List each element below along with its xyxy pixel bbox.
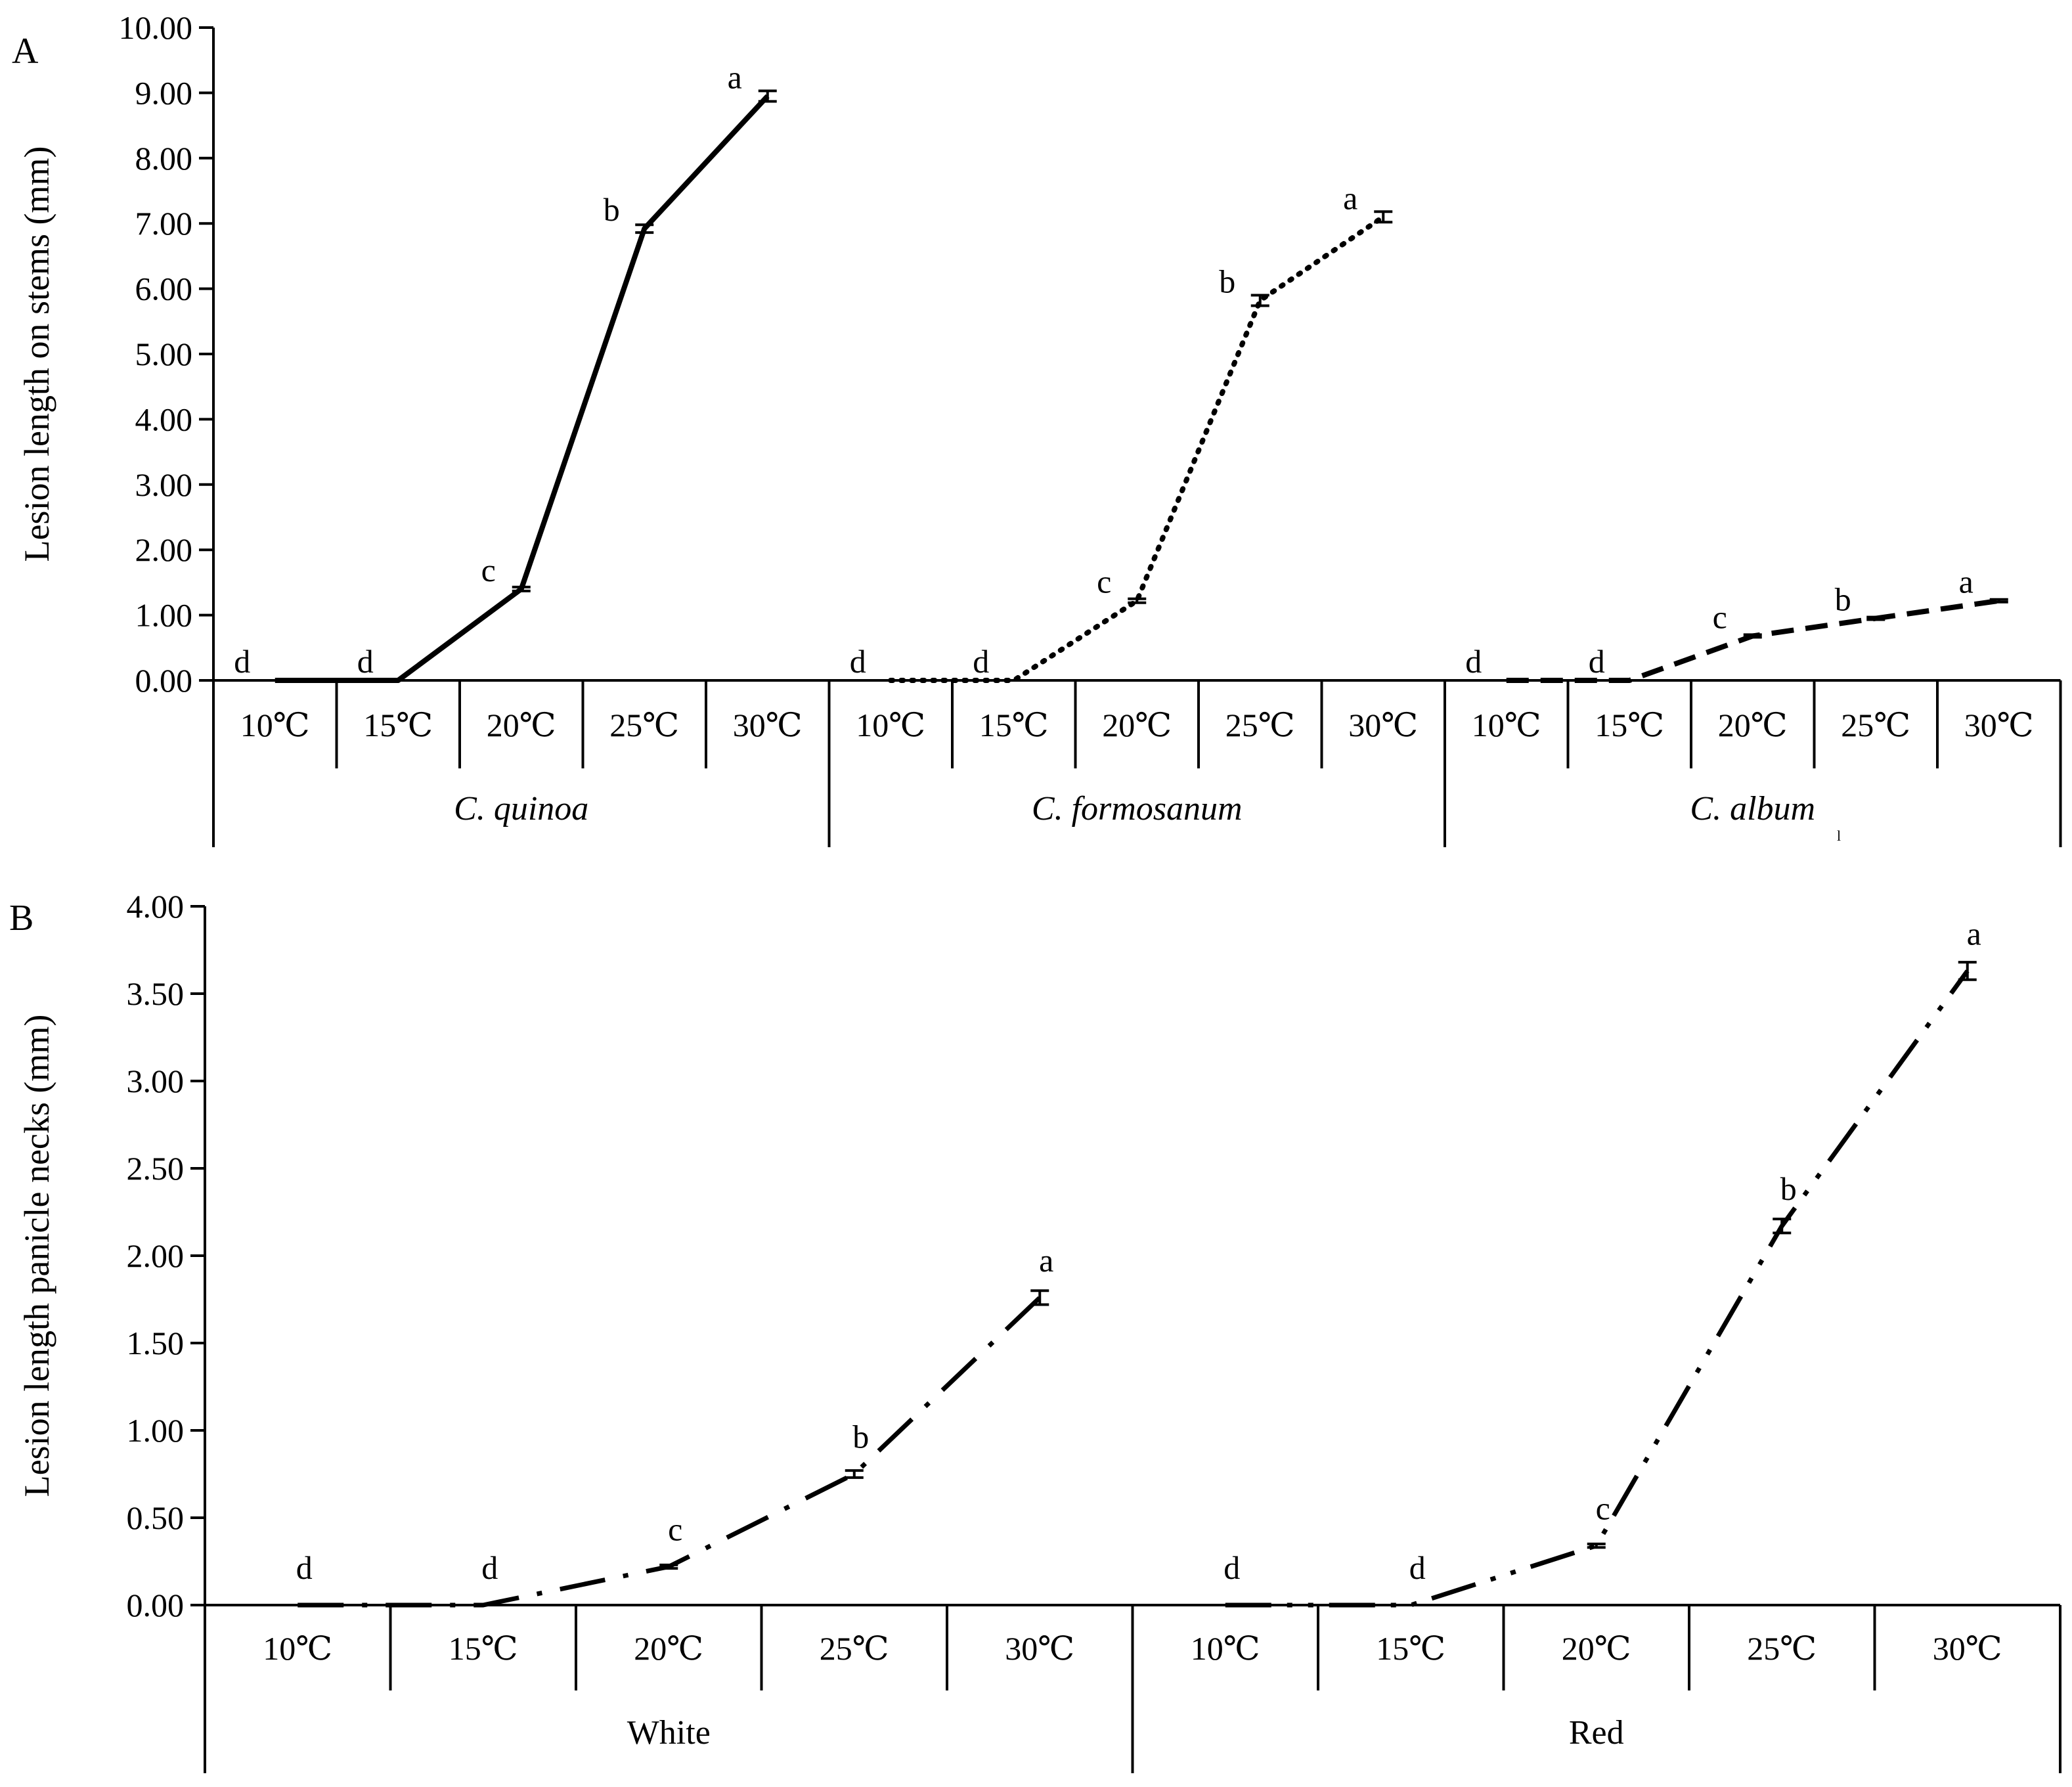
panel-b-chart: B 0.00 0.50 1.00 1.50 2.00 2.50 3.00 3.50 4.00 Les…: [9, 888, 2061, 1773]
y-tick-label: 2.50: [127, 1150, 185, 1187]
y-axis-title: Lesion length on stems (mm): [17, 146, 56, 562]
significance-letter: a: [728, 58, 742, 95]
x-tick-label: 20℃: [634, 1630, 703, 1667]
panel-label: B: [9, 898, 33, 938]
x-tick-label: 15℃: [1595, 707, 1664, 743]
x-tick-label: 15℃: [1376, 1630, 1445, 1667]
y-tick-label: 0.00: [135, 662, 193, 699]
x-tick-label: 10℃: [240, 707, 310, 743]
stray-mark: l: [1837, 827, 1841, 844]
panel-a-chart: A 0.00 1.00 2.00 3.00 4.00 5.00 6.00 7.00 8.00 9.0…: [12, 9, 2062, 847]
series-line-1: [275, 94, 770, 683]
y-tick-label: 0.00: [127, 1587, 185, 1623]
significance-letter: c: [1713, 598, 1727, 635]
y-tick-label: 0.50: [127, 1499, 185, 1536]
y-tick-label: 4.00: [135, 401, 193, 437]
significance-letter: b: [1219, 263, 1235, 299]
significance-letter: b: [1835, 581, 1851, 618]
x-tick-label: 10℃: [263, 1630, 332, 1667]
x-tick-label: 25℃: [1841, 707, 1910, 743]
group-label: C. album: [1690, 790, 1815, 827]
y-tick-label: 3.00: [135, 466, 193, 503]
x-tick-label: 15℃: [363, 707, 433, 743]
x-tick-label: 30℃: [1933, 1630, 2002, 1667]
y-tick-label: 2.00: [135, 531, 193, 568]
y-axis-title: Lesion length panicle necks (mm): [17, 1015, 56, 1497]
x-tick-label: 25℃: [1747, 1630, 1817, 1667]
x-tick-label: 30℃: [733, 707, 803, 743]
y-tick-label: 1.50: [127, 1325, 185, 1361]
x-tick-label: 15℃: [979, 707, 1049, 743]
x-tick-label: 10℃: [1472, 707, 1541, 743]
y-tick-label: 9.00: [135, 74, 193, 111]
x-tick-label: 10℃: [856, 707, 925, 743]
y-tick-label: 10.00: [119, 9, 193, 46]
significance-letter: d: [1223, 1549, 1240, 1586]
y-tick-label: 1.00: [135, 597, 193, 634]
significance-letter: d: [357, 643, 374, 680]
x-tick-label: 25℃: [609, 707, 679, 743]
y-tick-label: 1.00: [127, 1412, 185, 1449]
group-label: C. formosanum: [1032, 790, 1243, 827]
significance-letter: d: [973, 643, 989, 680]
significance-letter: d: [850, 643, 866, 680]
x-tick-label: 25℃: [1225, 707, 1295, 743]
significance-letter: c: [1596, 1490, 1610, 1527]
significance-letter: b: [604, 191, 620, 228]
significance-letter: b: [852, 1419, 869, 1455]
y-tick-label: 7.00: [135, 205, 193, 242]
significance-letter: d: [234, 643, 250, 680]
group-label: C. quinoa: [454, 790, 588, 827]
series-line-3: [1506, 598, 2000, 683]
significance-letter: a: [1967, 915, 1981, 952]
x-tick-label: 30℃: [1348, 707, 1418, 743]
significance-letter: a: [1039, 1242, 1053, 1279]
series-line-1: [298, 1296, 1042, 1608]
series-line-2: [888, 214, 1386, 683]
significance-letter: d: [1589, 643, 1605, 680]
y-tick-label: 3.50: [127, 975, 185, 1012]
group-label: White: [627, 1714, 711, 1752]
significance-letter: d: [481, 1549, 498, 1586]
group-label: Red: [1569, 1714, 1624, 1752]
x-tick-label: 20℃: [1102, 707, 1172, 743]
significance-letter: c: [481, 552, 496, 588]
significance-letter: d: [1465, 643, 1482, 680]
y-tick-label: 4.00: [127, 888, 185, 925]
significance-letter: b: [1780, 1170, 1797, 1207]
x-tick-label: 25℃: [820, 1630, 889, 1667]
y-tick-label: 3.00: [127, 1063, 185, 1099]
significance-letter: c: [1097, 563, 1111, 600]
y-tick-label: 2.00: [127, 1237, 185, 1274]
x-tick-label: 20℃: [487, 707, 556, 743]
significance-letter: c: [668, 1511, 682, 1547]
x-tick-label: 30℃: [1005, 1630, 1074, 1667]
x-tick-label: 20℃: [1718, 707, 1788, 743]
significance-letter: a: [1343, 179, 1357, 216]
x-tick-label: 20℃: [1562, 1630, 1631, 1667]
x-tick-label: 30℃: [1964, 707, 2034, 743]
x-tick-label: 15℃: [449, 1630, 518, 1667]
x-tick-label: 10℃: [1191, 1630, 1260, 1667]
significance-letter: a: [1959, 563, 1973, 600]
y-tick-label: 5.00: [135, 336, 193, 372]
y-tick-label: 8.00: [135, 140, 193, 177]
series-line-2: [1225, 969, 1970, 1608]
y-tick-label: 6.00: [135, 271, 193, 307]
panel-label: A: [12, 31, 39, 72]
significance-letter: d: [296, 1549, 313, 1586]
significance-letter: d: [1409, 1549, 1426, 1586]
